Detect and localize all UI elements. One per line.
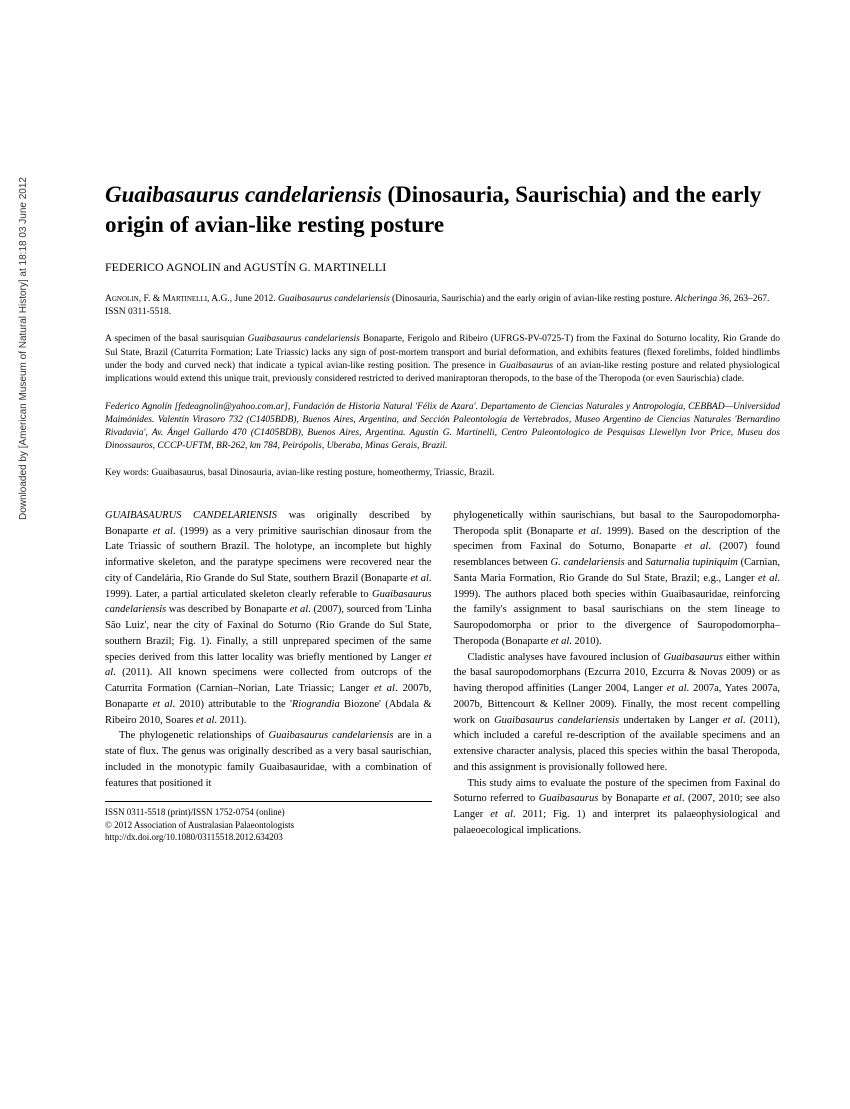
body-columns: GUAIBASAURUS CANDELARIENSIS was original…	[105, 508, 780, 844]
title-species: Guaibasaurus candelariensis	[105, 182, 382, 207]
affiliations: Federico Agnolín [fedeagnolin@yahoo.com.…	[105, 401, 780, 454]
body-paragraph: The phylogenetic relationships of Guaiba…	[105, 728, 432, 791]
body-paragraph: Cladistic analyses have favoured inclusi…	[454, 650, 781, 776]
column-left: GUAIBASAURUS CANDELARIENSIS was original…	[105, 508, 432, 844]
citation: Agnolin, F. & Martinelli, A.G., June 201…	[105, 293, 780, 320]
footer-divider: ISSN 0311-5518 (print)/ISSN 1752-0754 (o…	[105, 801, 432, 844]
article-title: Guaibasaurus candelariensis (Dinosauria,…	[105, 180, 780, 240]
page-content: Guaibasaurus candelariensis (Dinosauria,…	[0, 0, 850, 884]
footer-doi: http://dx.doi.org/10.1080/03115518.2012.…	[105, 831, 432, 844]
body-paragraph: GUAIBASAURUS CANDELARIENSIS was original…	[105, 508, 432, 729]
download-watermark: Downloaded by [American Museum of Natura…	[18, 177, 29, 520]
keywords: Key words: Guaibasaurus, basal Dinosauri…	[105, 468, 780, 478]
authors: FEDERICO AGNOLIN and AGUSTÍN G. MARTINEL…	[105, 260, 780, 275]
footer-copyright: © 2012 Association of Australasian Palae…	[105, 819, 432, 832]
body-paragraph: phylogenetically within saurischians, bu…	[454, 508, 781, 650]
body-paragraph: This study aims to evaluate the posture …	[454, 776, 781, 839]
column-right: phylogenetically within saurischians, bu…	[454, 508, 781, 844]
footer-issn: ISSN 0311-5518 (print)/ISSN 1752-0754 (o…	[105, 806, 432, 819]
abstract: A specimen of the basal saurisquian Guai…	[105, 333, 780, 386]
